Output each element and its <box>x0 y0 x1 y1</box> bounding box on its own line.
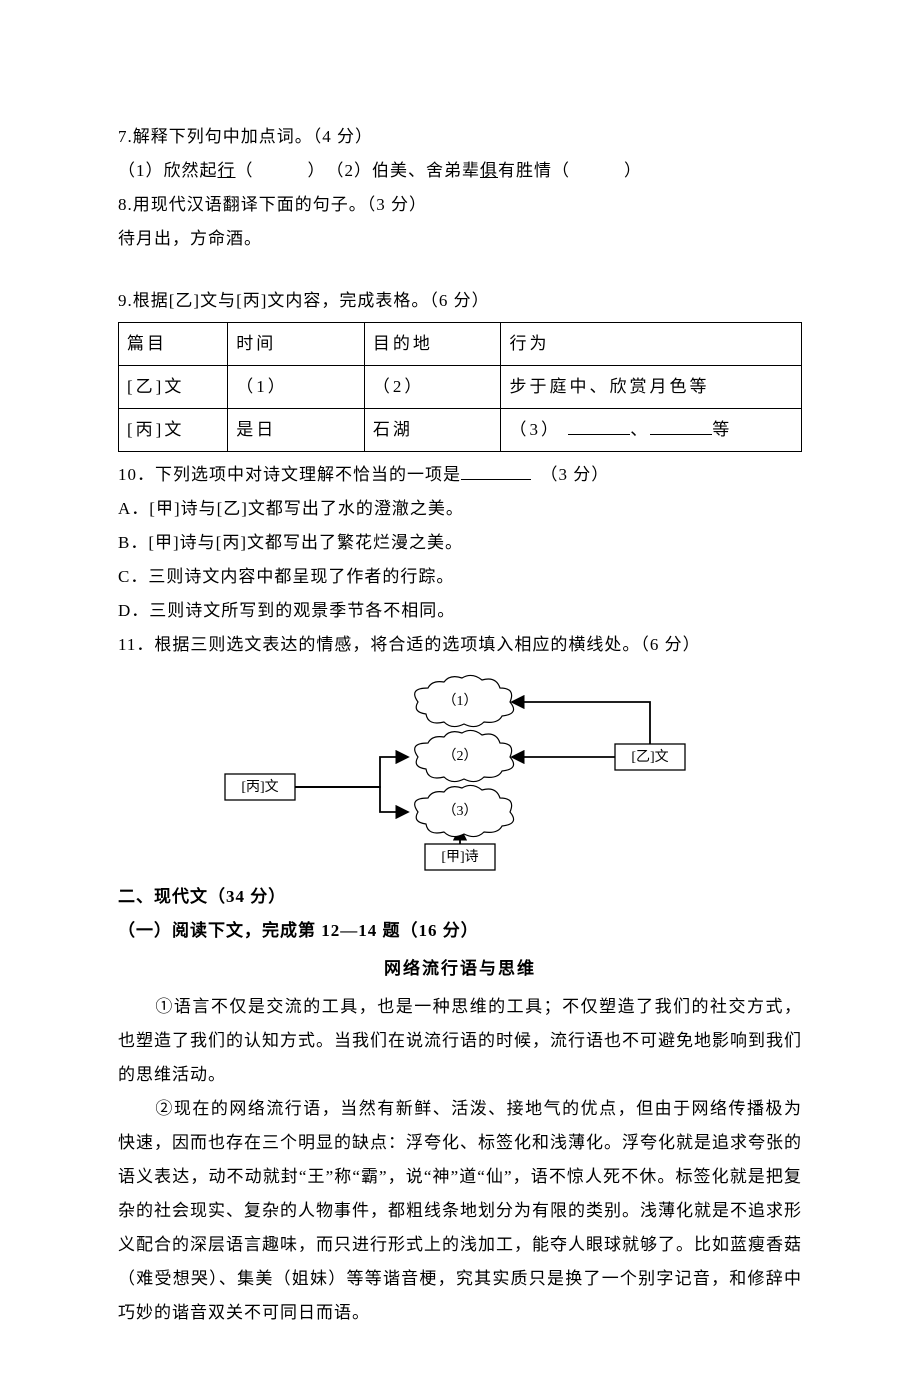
cloud-node-3: （3） <box>415 785 514 836</box>
q7-1-dotword: 行 <box>218 161 236 180</box>
row2-c4-prefix: （3） <box>509 420 561 439</box>
q10-stem-pre: 10．下列选项中对诗文理解不恰当的一项是 <box>118 465 461 484</box>
q11-stem: 11．根据三则选文表达的情感，将合适的选项填入相应的横线处。（6 分） <box>118 628 802 662</box>
cloud-node-1: （1） <box>415 675 514 726</box>
th: 篇目 <box>119 323 228 366</box>
q10-optC: C．三则诗文内容中都呈现了作者的行踪。 <box>118 560 802 594</box>
box-label: [甲]诗 <box>441 849 478 865</box>
q7-items: （1）欣然起行（ ） （2）伯美、舍弟辈俱有胜情（ ） <box>118 154 802 188</box>
section2-heading: 二、现代文（34 分） <box>118 880 802 914</box>
blank-underline <box>650 415 712 435</box>
box-right: [乙]文 <box>615 744 685 770</box>
cloud-label: （1） <box>443 693 478 709</box>
diagram-svg: （1） （2） （3） [丙]文 [乙]文 [甲]诗 <box>200 672 720 872</box>
th: 行为 <box>501 323 802 366</box>
q7-1-pre: （1）欣然起 <box>118 161 218 180</box>
q7-2-dotword: 俱 <box>480 161 498 180</box>
q10-stem-post: （3 分） <box>549 465 609 484</box>
blank-underline <box>461 460 531 480</box>
table-row: 篇目 时间 目的地 行为 <box>119 323 802 366</box>
q11-diagram: （1） （2） （3） [丙]文 [乙]文 [甲]诗 <box>200 672 720 872</box>
edge <box>295 787 408 812</box>
box-bottom: [甲]诗 <box>425 844 495 870</box>
box-label: [丙]文 <box>241 779 278 795</box>
q7-2-post: 有胜情（ ） <box>498 161 642 180</box>
q7-1-post: （ ） <box>236 161 318 180</box>
th: 时间 <box>228 323 365 366</box>
box-left: [丙]文 <box>225 774 295 800</box>
th: 目的地 <box>364 323 501 366</box>
q8-stem: 8.用现代汉语翻译下面的句子。（3 分） <box>118 188 802 222</box>
cloud-node-2: （2） <box>415 730 514 781</box>
q10-optD: D．三则诗文所写到的观景季节各不相同。 <box>118 594 802 628</box>
edge <box>512 702 650 744</box>
q10-stem: 10．下列选项中对诗文理解不恰当的一项是 （3 分） <box>118 458 802 492</box>
q7-stem: 7.解释下列句中加点词。（4 分） <box>118 120 802 154</box>
q10-optA: A．[甲]诗与[乙]文都写出了水的澄澈之美。 <box>118 492 802 526</box>
q9-table: 篇目 时间 目的地 行为 [乙]文 （1） （2） 步于庭中、欣赏月色等 [丙]… <box>118 322 802 452</box>
edge <box>295 757 408 787</box>
blank-underline <box>568 415 630 435</box>
para1: ①语言不仅是交流的工具，也是一种思维的工具；不仅塑造了我们的社交方式，也塑造了我… <box>118 990 802 1092</box>
section2-sub: （一）阅读下文，完成第 12—14 题（16 分） <box>118 914 802 948</box>
td: [丙]文 <box>119 409 228 452</box>
spacer <box>118 256 802 284</box>
table-row: [乙]文 （1） （2） 步于庭中、欣赏月色等 <box>119 366 802 409</box>
td: （1） <box>228 366 365 409</box>
td: [乙]文 <box>119 366 228 409</box>
q7-2-pre: （2）伯美、舍弟辈 <box>335 161 480 180</box>
td-row2-c4: （3） 、等 <box>501 409 802 452</box>
q9-stem: 9.根据[乙]文与[丙]文内容，完成表格。（6 分） <box>118 284 802 318</box>
row2-c4-suffix: 等 <box>712 420 732 439</box>
td: 是日 <box>228 409 365 452</box>
td: 石湖 <box>364 409 501 452</box>
q10-optB: B．[甲]诗与[丙]文都写出了繁花烂漫之美。 <box>118 526 802 560</box>
cloud-label: （3） <box>443 803 478 819</box>
article-title: 网络流行语与思维 <box>118 952 802 986</box>
exam-page: 7.解释下列句中加点词。（4 分） （1）欣然起行（ ） （2）伯美、舍弟辈俱有… <box>0 0 920 1390</box>
box-label: [乙]文 <box>631 749 668 765</box>
cloud-label: （2） <box>443 748 478 764</box>
td: （2） <box>364 366 501 409</box>
para2: ②现在的网络流行语，当然有新鲜、活泼、接地气的优点，但由于网络传播极为快速，因而… <box>118 1092 802 1330</box>
table-row: [丙]文 是日 石湖 （3） 、等 <box>119 409 802 452</box>
q8-sentence: 待月出，方命酒。 <box>118 222 802 256</box>
td: 步于庭中、欣赏月色等 <box>501 366 802 409</box>
